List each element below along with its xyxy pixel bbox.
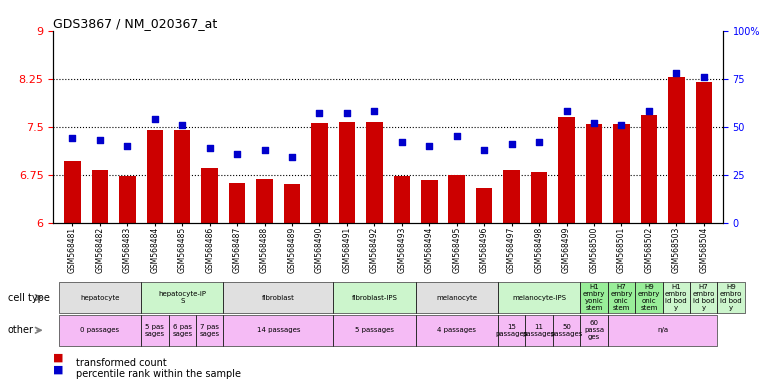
Bar: [202, 168, 218, 223]
Text: H9
embro
id bod
y: H9 embro id bod y: [720, 284, 743, 311]
Text: 11
passages: 11 passages: [523, 324, 556, 337]
Text: cell type: cell type: [8, 293, 49, 303]
Bar: [448, 175, 465, 223]
Point: [177, 122, 189, 128]
Text: percentile rank within the sample: percentile rank within the sample: [76, 369, 241, 379]
Point: [423, 143, 435, 149]
Text: 5 pas
sages: 5 pas sages: [145, 324, 165, 337]
Point: [204, 145, 216, 151]
Bar: [559, 117, 575, 223]
Point: [451, 133, 463, 139]
Point: [616, 122, 628, 128]
Text: 6 pas
sages: 6 pas sages: [172, 324, 193, 337]
Point: [286, 154, 298, 161]
Bar: [696, 82, 712, 223]
Bar: [668, 78, 685, 223]
Point: [698, 74, 710, 80]
Text: 15
passages: 15 passages: [495, 324, 528, 337]
Text: H1
embry
yonic
stem: H1 embry yonic stem: [583, 284, 605, 311]
Point: [533, 139, 545, 145]
Point: [560, 108, 572, 114]
Point: [66, 135, 78, 141]
Point: [148, 116, 161, 122]
Bar: [174, 130, 190, 223]
Text: H9
embry
onic
stem: H9 embry onic stem: [638, 284, 660, 311]
Bar: [393, 176, 410, 223]
Text: fibroblast-IPS: fibroblast-IPS: [352, 295, 397, 301]
Point: [368, 108, 380, 114]
Text: hepatocyte: hepatocyte: [80, 295, 119, 301]
Bar: [147, 130, 163, 223]
Point: [314, 110, 326, 116]
Text: ■: ■: [53, 364, 64, 374]
Point: [478, 147, 490, 153]
Point: [231, 151, 244, 157]
Bar: [256, 179, 273, 223]
Text: 7 pas
sages: 7 pas sages: [199, 324, 220, 337]
Point: [396, 139, 408, 145]
Text: H7
embry
onic
stem: H7 embry onic stem: [610, 284, 632, 311]
Bar: [311, 123, 328, 223]
Bar: [476, 187, 492, 223]
Bar: [641, 115, 657, 223]
Point: [670, 70, 683, 76]
Text: 0 passages: 0 passages: [81, 327, 119, 333]
Text: melanocyte-IPS: melanocyte-IPS: [512, 295, 566, 301]
Text: H1
embro
id bod
y: H1 embro id bod y: [665, 284, 687, 311]
Text: 60
passa
ges: 60 passa ges: [584, 320, 604, 340]
Bar: [339, 122, 355, 223]
Bar: [586, 124, 602, 223]
Text: fibroblast: fibroblast: [262, 295, 295, 301]
Text: 4 passages: 4 passages: [438, 327, 476, 333]
Point: [121, 143, 133, 149]
Text: 50
passages: 50 passages: [550, 324, 583, 337]
Bar: [119, 176, 135, 223]
Text: hepatocyte-iP
S: hepatocyte-iP S: [158, 291, 206, 304]
Bar: [366, 122, 383, 223]
Bar: [613, 124, 629, 223]
Point: [341, 110, 353, 116]
Text: 5 passages: 5 passages: [355, 327, 394, 333]
Text: melanocyte: melanocyte: [436, 295, 477, 301]
Text: n/a: n/a: [657, 327, 668, 333]
Bar: [229, 183, 245, 223]
Bar: [531, 172, 547, 223]
Point: [505, 141, 517, 147]
Point: [643, 108, 655, 114]
Point: [259, 147, 271, 153]
Bar: [91, 170, 108, 223]
Bar: [284, 184, 301, 223]
Text: transformed count: transformed count: [76, 358, 167, 368]
Point: [587, 120, 600, 126]
Text: GDS3867 / NM_020367_at: GDS3867 / NM_020367_at: [53, 17, 218, 30]
Bar: [64, 161, 81, 223]
Bar: [503, 170, 520, 223]
Text: ■: ■: [53, 353, 64, 363]
Text: other: other: [8, 325, 33, 335]
Point: [94, 137, 106, 143]
Text: 14 passages: 14 passages: [256, 327, 300, 333]
Text: H7
embro
id bod
y: H7 embro id bod y: [693, 284, 715, 311]
Bar: [421, 180, 438, 223]
